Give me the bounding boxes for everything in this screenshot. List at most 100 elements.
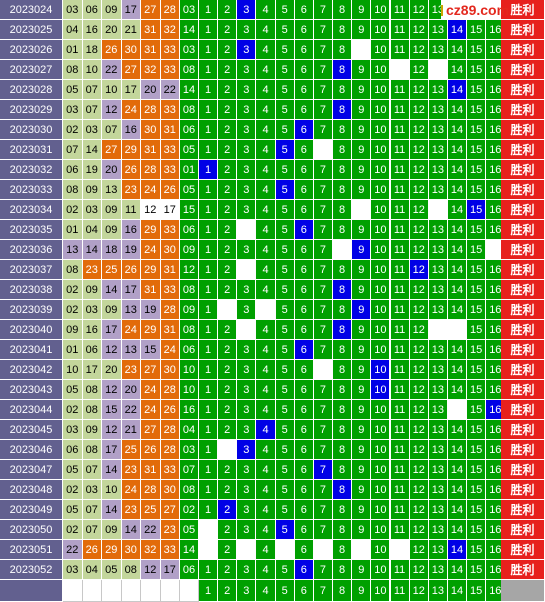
result-badge[interactable]: 胜利 bbox=[501, 440, 545, 460]
result-badge[interactable]: 胜利 bbox=[501, 460, 545, 480]
issue-number-cell: 2023030 bbox=[0, 120, 63, 140]
distribution-cell: 5 bbox=[275, 220, 295, 240]
result-badge[interactable]: 胜利 bbox=[501, 320, 545, 340]
issue-number-cell: 2023048 bbox=[0, 480, 63, 500]
distribution-cell: 1 bbox=[199, 280, 219, 300]
distribution-blank-cell bbox=[256, 300, 276, 320]
distribution-cell: 12 bbox=[409, 20, 429, 40]
result-badge[interactable]: 胜利 bbox=[501, 40, 545, 60]
distribution-cell: 15 bbox=[467, 540, 487, 560]
distribution-cell: 5 bbox=[275, 80, 295, 100]
distribution-cell: 9 bbox=[352, 80, 372, 100]
red-ball-cell: 33 bbox=[160, 540, 180, 560]
result-badge[interactable]: 胜利 bbox=[501, 380, 545, 400]
issue-number-cell: 2023025 bbox=[0, 20, 63, 40]
red-ball-cell: 33 bbox=[160, 60, 180, 80]
distribution-cell: 9 bbox=[352, 220, 372, 240]
result-badge[interactable]: 胜利 bbox=[501, 260, 545, 280]
red-ball-cell: 09 bbox=[102, 0, 122, 20]
distribution-cell: 5 bbox=[275, 440, 295, 460]
distribution-cell: 1 bbox=[199, 420, 219, 440]
result-badge[interactable]: 胜利 bbox=[501, 400, 545, 420]
result-badge[interactable]: 胜利 bbox=[501, 200, 545, 220]
red-ball-cell: 02 bbox=[63, 200, 83, 220]
distribution-cell: 9 bbox=[352, 20, 372, 40]
red-ball-cell: 01 bbox=[63, 340, 83, 360]
result-badge[interactable]: 胜利 bbox=[501, 0, 545, 20]
result-badge[interactable]: 胜利 bbox=[501, 420, 545, 440]
result-badge[interactable]: 胜利 bbox=[501, 140, 545, 160]
issue-number-cell: 2023043 bbox=[0, 380, 63, 400]
result-badge[interactable]: 胜利 bbox=[501, 220, 545, 240]
result-badge[interactable]: 胜利 bbox=[501, 560, 545, 580]
distribution-cell: 9 bbox=[352, 120, 372, 140]
blue-ball-cell: 12 bbox=[180, 260, 199, 280]
red-ball-cell: 11 bbox=[121, 200, 141, 220]
result-badge[interactable]: 胜利 bbox=[501, 520, 545, 540]
result-badge[interactable]: 胜利 bbox=[501, 280, 545, 300]
distribution-cell: 2 bbox=[218, 280, 238, 300]
result-badge[interactable]: 胜利 bbox=[501, 100, 545, 120]
red-ball-cell: 26 bbox=[141, 440, 161, 460]
result-badge[interactable]: 胜利 bbox=[501, 180, 545, 200]
red-ball-cell: 10 bbox=[102, 480, 122, 500]
blue-ball-cell: 08 bbox=[180, 280, 199, 300]
distribution-cell: 11 bbox=[390, 500, 410, 520]
red-ball-cell: 05 bbox=[63, 500, 83, 520]
red-ball-cell: 22 bbox=[160, 80, 180, 100]
red-ball-cell: 14 bbox=[121, 520, 141, 540]
distribution-cell: 16 bbox=[486, 40, 506, 60]
red-ball-cell: 13 bbox=[121, 340, 141, 360]
issue-number-cell: 2023024 bbox=[0, 0, 63, 20]
distribution-blank-cell bbox=[428, 200, 448, 220]
distribution-cell: 3 bbox=[237, 480, 257, 500]
distribution-cell: 4 bbox=[256, 0, 276, 20]
result-badge[interactable]: 胜利 bbox=[501, 300, 545, 320]
red-ball-cell: 28 bbox=[160, 0, 180, 20]
distribution-cell: 10 bbox=[371, 540, 391, 560]
red-ball-cell: 03 bbox=[63, 420, 83, 440]
red-ball-cell: 12 bbox=[102, 100, 122, 120]
red-ball-cell: 16 bbox=[121, 120, 141, 140]
result-badge[interactable]: 胜利 bbox=[501, 120, 545, 140]
result-badge[interactable]: 胜利 bbox=[501, 540, 545, 560]
distribution-cell: 14 bbox=[447, 240, 468, 260]
result-badge[interactable]: 胜利 bbox=[501, 500, 545, 520]
red-ball-cell: 09 bbox=[82, 280, 102, 300]
distribution-cell: 1 bbox=[199, 480, 219, 500]
result-badge[interactable]: 胜利 bbox=[501, 80, 545, 100]
distribution-cell: 8 bbox=[333, 340, 353, 360]
empty-cell bbox=[121, 580, 141, 602]
distribution-cell: 14 bbox=[447, 280, 468, 300]
result-badge[interactable]: 胜利 bbox=[501, 480, 545, 500]
blue-ball-cell: 10 bbox=[180, 360, 199, 380]
result-badge[interactable]: 胜利 bbox=[501, 160, 545, 180]
result-badge[interactable]: 胜利 bbox=[501, 60, 545, 80]
blue-ball-cell: 14 bbox=[180, 20, 199, 40]
site-logo[interactable]: cz89.com bbox=[441, 0, 509, 20]
distribution-cell: 15 bbox=[467, 460, 487, 480]
result-badge[interactable]: 胜利 bbox=[501, 340, 545, 360]
red-ball-cell: 10 bbox=[63, 360, 83, 380]
blue-ball-cell: 09 bbox=[180, 240, 199, 260]
distribution-cell: 3 bbox=[237, 280, 257, 300]
distribution-cell: 1 bbox=[199, 580, 219, 602]
distribution-cell: 16 bbox=[486, 300, 506, 320]
red-ball-cell: 06 bbox=[63, 440, 83, 460]
distribution-hit-cell: 8 bbox=[333, 320, 353, 340]
red-ball-cell: 24 bbox=[160, 340, 180, 360]
result-badge[interactable]: 胜利 bbox=[501, 360, 545, 380]
distribution-cell: 2 bbox=[218, 180, 238, 200]
distribution-cell: 7 bbox=[313, 40, 334, 60]
result-badge[interactable]: 胜利 bbox=[501, 20, 545, 40]
distribution-hit-cell: 9 bbox=[352, 300, 372, 320]
distribution-cell: 1 bbox=[199, 360, 219, 380]
distribution-cell: 13 bbox=[428, 120, 448, 140]
red-ball-cell: 13 bbox=[102, 180, 122, 200]
result-badge[interactable]: 胜利 bbox=[501, 240, 545, 260]
distribution-cell: 12 bbox=[409, 440, 429, 460]
issue-number-cell: 2023038 bbox=[0, 280, 63, 300]
distribution-cell: 7 bbox=[313, 280, 334, 300]
blue-ball-cell: 02 bbox=[180, 500, 199, 520]
